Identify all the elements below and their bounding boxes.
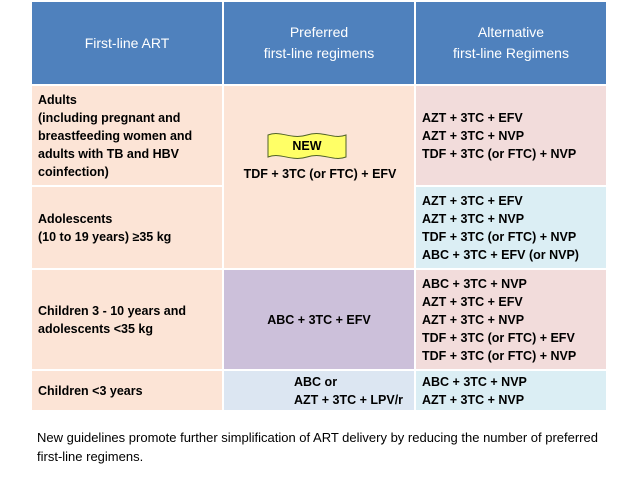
- adults-alternatives-list: AZT + 3TC + EFV AZT + 3TC + NVP TDF + 3TC …: [422, 109, 600, 163]
- text-line: Preferred: [289, 24, 349, 40]
- text-line: ABC + 3TC + NVP: [422, 276, 527, 291]
- wavy-banner-icon: [267, 133, 347, 159]
- text-line: adolescents <35 kg: [38, 321, 153, 336]
- text-line: breastfeeding women and: [38, 129, 193, 143]
- text-line: TDF + 3TC (or FTC) + NVP: [422, 146, 577, 161]
- header-col2-text: Preferred first-line regimens: [264, 22, 374, 64]
- text-line: ABC + 3TC + NVP: [422, 374, 527, 389]
- row-children-3-10-group: Children 3 - 10 years and adolescents <35…: [31, 269, 223, 370]
- text-line: AZT + 3TC + NVP: [422, 392, 525, 407]
- children-3-10-label: Children 3 - 10 years and adolescents <35…: [38, 302, 216, 338]
- row-adolescents-alternatives: AZT + 3TC + EFV AZT + 3TC + NVP TDF + 3TC …: [415, 186, 607, 269]
- text-line: Children 3 - 10 years and: [38, 303, 186, 318]
- new-badge-label: NEW: [292, 139, 322, 153]
- shared-preferred-regimen: TDF + 3TC (or FTC) + EFV: [223, 85, 415, 269]
- header-first-line-art: First-line ART: [31, 1, 223, 85]
- text-line: AZT + 3TC + NVP: [422, 128, 525, 143]
- new-badge: NEW: [266, 130, 348, 164]
- text-line: AZT + 3TC + EFV: [422, 193, 523, 208]
- text-line: adults with TB and HBV: [38, 147, 179, 161]
- text-line: First-line ART: [84, 34, 170, 51]
- text-line: TDF + 3TC (or FTC) + EFV: [243, 167, 397, 181]
- text-line: coinfection): [38, 165, 109, 179]
- row-children-3-10-alternatives: ABC + 3TC + NVP AZT + 3TC + EFV AZT + 3TC …: [415, 269, 607, 370]
- text-line: AZT + 3TC + EFV: [422, 294, 523, 309]
- children-under-3-preferred-text: ABC or AZT + 3TC + LPV/r: [294, 373, 408, 409]
- text-line: AZT + 3TC + LPV/r: [294, 392, 404, 407]
- first-line-art-table: First-line ART Preferred first-line regim…: [31, 1, 607, 411]
- text-line: first-line regimens: [263, 45, 375, 61]
- text-line: ABC or: [294, 374, 338, 389]
- adolescents-alternatives-list: AZT + 3TC + EFV AZT + 3TC + NVP TDF + 3TC …: [422, 192, 600, 264]
- footer-note: New guidelines promote further simplific…: [37, 430, 598, 464]
- text-line: Children <3 years: [38, 383, 143, 398]
- adolescents-label: Adolescents (10 to 19 years) ≥35 kg: [38, 210, 216, 246]
- row-adolescents-group: Adolescents (10 to 19 years) ≥35 kg: [31, 186, 223, 269]
- header-alternative: Alternative first-line Regimens: [415, 1, 607, 85]
- text-line: AZT + 3TC + EFV: [422, 110, 523, 125]
- text-line: Alternative: [477, 24, 545, 40]
- text-line: AZT + 3TC + NVP: [422, 312, 525, 327]
- shared-preferred-text: TDF + 3TC (or FTC) + EFV: [224, 165, 416, 183]
- text-line: (including pregnant and: [38, 111, 181, 125]
- header-col1-text: First-line ART: [85, 33, 170, 54]
- text-line: first-line Regimens: [453, 45, 569, 61]
- header-col3-text: Alternative first-line Regimens: [453, 22, 569, 64]
- children-3-10-preferred-text: ABC + 3TC + EFV: [230, 311, 408, 329]
- text-line: ABC + 3TC + EFV: [267, 312, 371, 327]
- row-children-under-3-group: Children <3 years: [31, 370, 223, 411]
- children-under-3-alternatives-list: ABC + 3TC + NVP AZT + 3TC + NVP: [422, 373, 600, 409]
- text-line: TDF + 3TC (or FTC) + NVP: [422, 229, 577, 244]
- text-line: (10 to 19 years) ≥35 kg: [38, 229, 172, 244]
- row-adults-group: Adults (including pregnant and breastfeedi…: [31, 85, 223, 186]
- header-preferred: Preferred first-line regimens: [223, 1, 415, 85]
- row-children-under-3-alternatives: ABC + 3TC + NVP AZT + 3TC + NVP: [415, 370, 607, 411]
- children-under-3-label: Children <3 years: [38, 382, 216, 400]
- text-line: TDF + 3TC (or FTC) + EFV: [422, 330, 575, 345]
- text-line: TDF + 3TC (or FTC) + NVP: [422, 348, 577, 363]
- text-line: AZT + 3TC + NVP: [422, 211, 525, 226]
- text-line: Adolescents: [38, 211, 113, 226]
- adults-label: Adults (including pregnant and breastfeedi…: [38, 91, 216, 181]
- row-adults-alternatives: AZT + 3TC + EFV AZT + 3TC + NVP TDF + 3TC …: [415, 85, 607, 186]
- row-children-under-3-preferred: ABC or AZT + 3TC + LPV/r: [223, 370, 415, 411]
- text-line: Adults: [38, 93, 77, 107]
- text-line: ABC + 3TC + EFV (or NVP): [422, 247, 579, 262]
- row-children-3-10-preferred: ABC + 3TC + EFV: [223, 269, 415, 370]
- children-3-10-alternatives-list: ABC + 3TC + NVP AZT + 3TC + EFV AZT + 3TC …: [422, 275, 600, 365]
